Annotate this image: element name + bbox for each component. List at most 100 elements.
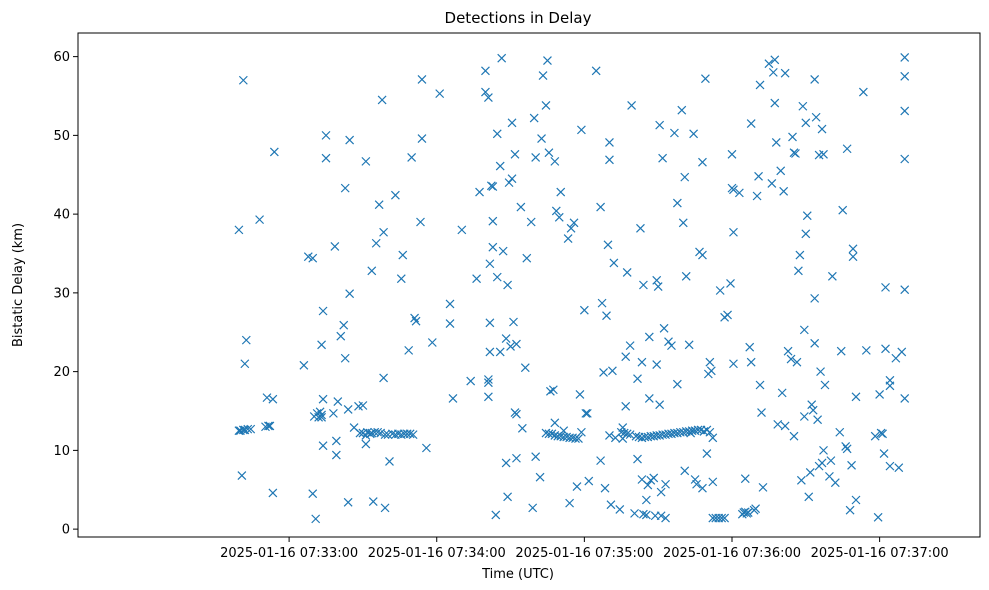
data-point [563,234,573,243]
data-point [858,87,868,97]
data-point [845,505,855,515]
data-point [754,171,763,181]
data-point [723,310,732,320]
data-point [427,338,437,347]
data-point [246,424,256,434]
data-point [416,217,425,227]
data-point [729,185,738,195]
data-point [483,375,493,384]
data-point [801,229,811,239]
data-point [680,466,690,476]
y-tick-label: 0 [62,523,70,538]
data-point [466,376,476,386]
data-point [390,190,400,200]
data-point [321,130,331,140]
data-point [541,101,551,110]
data-point [488,216,498,226]
data-point [457,225,467,235]
data-point [755,80,765,90]
data-point [491,510,501,520]
data-point [801,118,811,128]
data-point [705,427,715,437]
data-point [333,397,343,406]
data-point [368,497,378,506]
data-point [705,357,715,367]
data-point [498,246,508,256]
data-point [408,430,418,440]
data-point [268,394,278,404]
data-point [336,331,346,341]
y-tick-label: 30 [53,286,70,301]
data-point [633,454,642,464]
data-point [265,421,275,431]
data-point [804,492,814,502]
data-point [885,461,895,471]
data-point [299,360,309,370]
data-point [448,393,458,403]
data-point [816,367,825,377]
data-point [535,472,545,482]
data-point [485,318,495,328]
data-point [445,299,455,309]
data-point [317,412,327,422]
data-point [746,357,756,367]
data-point [758,482,768,492]
data-point [771,138,781,147]
data-point [678,218,688,228]
data-point [526,217,536,227]
data-point [522,253,532,263]
data-point [550,418,560,428]
data-point [808,405,818,415]
data-point [633,374,642,384]
data-point [715,286,725,295]
data-point [677,105,687,115]
data-point [550,156,560,166]
data-point [311,514,321,524]
data-point [504,178,514,188]
data-point [692,479,701,489]
data-point [497,53,507,63]
data-point [618,423,628,432]
data-point [851,392,861,402]
data-point [317,340,327,350]
data-point [885,381,895,391]
data-point [417,134,427,143]
data-point [241,335,251,345]
data-point [625,430,635,440]
data-point [783,346,793,356]
data-point [501,334,511,343]
data-point [554,212,564,222]
data-point [851,495,861,505]
data-point [780,68,790,78]
data-point [516,202,526,212]
data-point [605,430,614,440]
data-point [380,430,390,440]
data-point [900,154,910,164]
data-point [339,320,349,330]
data-point [649,473,659,483]
data-point [752,191,762,201]
data-point [371,238,381,248]
data-point [621,401,631,411]
data-point [656,511,666,521]
data-point [607,366,617,376]
data-point [881,282,890,292]
data-point [805,468,815,477]
data-point [767,178,777,188]
data-point [702,449,712,458]
data-point [581,408,591,418]
data-point [698,157,707,167]
data-point [681,271,691,281]
data-point [779,186,789,196]
data-point [684,340,694,350]
data-point [777,388,787,398]
data-point [600,483,610,493]
data-point [488,242,498,252]
data-point [355,428,365,438]
data-point [792,357,802,367]
data-point [544,429,554,439]
data-point [900,71,910,81]
plot-border [77,32,981,538]
data-point [574,434,583,443]
data-markers [234,52,910,524]
